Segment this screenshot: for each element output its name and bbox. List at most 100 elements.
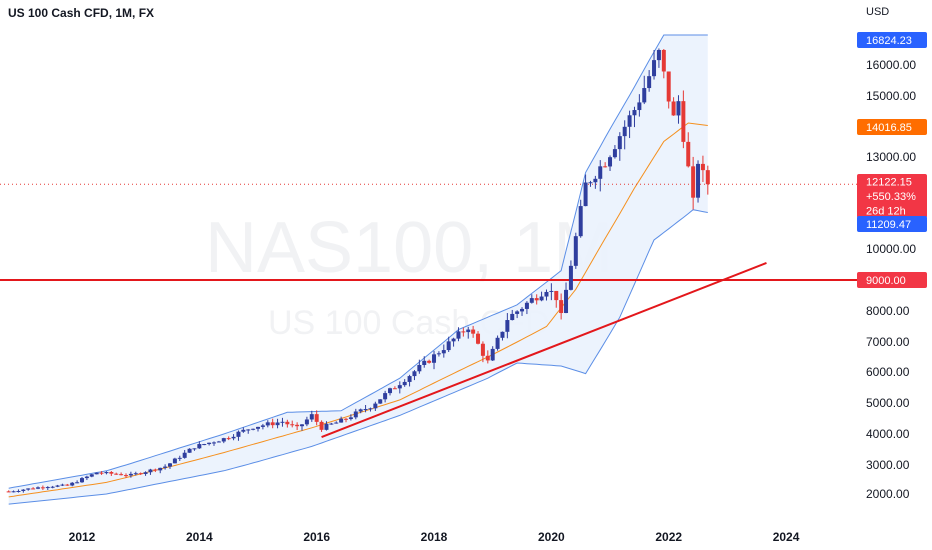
x-tick-label: 2012	[69, 530, 96, 544]
candle-body	[128, 473, 133, 476]
candle	[407, 374, 412, 387]
candle	[182, 449, 187, 459]
candle	[427, 359, 432, 364]
candle-body	[427, 360, 432, 363]
candle	[285, 419, 290, 428]
candle-body	[446, 341, 451, 351]
candle-body	[329, 423, 334, 425]
candle	[344, 418, 349, 423]
candle-body	[461, 331, 466, 333]
candle	[696, 160, 701, 203]
candle	[617, 132, 622, 161]
candle	[661, 48, 666, 79]
candle-body	[158, 467, 163, 471]
candle	[251, 428, 256, 431]
basis-badge: 14016.85	[857, 119, 927, 135]
candle-body	[26, 488, 31, 490]
candle-body	[573, 236, 578, 266]
candle-body	[500, 331, 505, 338]
candle	[500, 331, 505, 341]
candle-body	[549, 290, 554, 292]
y-tick-label: 16000.00	[866, 58, 916, 72]
candle-body	[612, 149, 617, 158]
candle	[539, 291, 544, 302]
candle	[392, 386, 397, 390]
candle-body	[348, 417, 353, 420]
candle-body	[172, 458, 177, 464]
candle	[705, 165, 710, 195]
candle	[26, 488, 31, 491]
candle-body	[515, 311, 520, 314]
candle	[202, 443, 207, 446]
candle-body	[676, 101, 681, 116]
candle	[192, 448, 197, 451]
candle-body	[11, 491, 16, 493]
candle-body	[50, 486, 55, 488]
candle-body	[256, 426, 261, 429]
candle	[485, 350, 490, 364]
candle	[495, 335, 500, 351]
candle	[55, 484, 60, 488]
candle-body	[544, 291, 549, 297]
candle-body	[564, 289, 569, 314]
candle-body	[598, 166, 603, 179]
last-price-badge: 12122.15 +550.33% 26d 12h	[857, 174, 927, 218]
candle-body	[510, 313, 515, 321]
candle-body	[637, 102, 642, 111]
x-tick-label: 2016	[303, 530, 330, 544]
candle	[163, 464, 168, 470]
candle	[94, 472, 99, 475]
candle	[119, 472, 124, 476]
candle	[197, 441, 202, 449]
candle-body	[432, 354, 437, 363]
candle-body	[290, 424, 295, 426]
candle-body	[608, 157, 613, 167]
lower-band-badge: 11209.47	[857, 216, 927, 232]
candle	[177, 455, 182, 462]
candle-body	[192, 448, 197, 450]
candle-body	[216, 441, 221, 443]
candle-body	[495, 337, 500, 349]
level-badge: 9000.00	[857, 272, 927, 288]
last-price-badge-text: 26d 12h	[866, 206, 906, 218]
candle-body	[441, 350, 446, 354]
candle	[456, 327, 461, 342]
candle-body	[402, 381, 407, 386]
candle-body	[60, 484, 65, 486]
candle-body	[35, 487, 40, 489]
candle-body	[334, 422, 339, 424]
candle	[6, 490, 11, 493]
candle-body	[436, 353, 441, 355]
lower-band-badge-bg	[857, 216, 927, 232]
candle	[647, 70, 652, 92]
candle	[676, 95, 681, 124]
candle	[172, 457, 177, 464]
candle	[466, 326, 471, 339]
candle-body	[295, 424, 300, 427]
y-tick-label: 5000.00	[866, 396, 910, 410]
candle-body	[246, 429, 251, 431]
candle	[700, 155, 705, 182]
candle	[50, 485, 55, 489]
candle	[573, 232, 578, 269]
candle-body	[456, 331, 461, 339]
candle-body	[696, 163, 701, 198]
candle-body	[661, 49, 666, 72]
candle-body	[656, 49, 661, 61]
candle-body	[6, 491, 11, 493]
candle-body	[270, 422, 275, 426]
candle	[524, 301, 529, 315]
candle	[476, 331, 481, 345]
y-tick-label: 2000.00	[866, 487, 910, 501]
candle-body	[368, 408, 373, 410]
candle-body	[314, 414, 319, 422]
candle-body	[241, 429, 246, 432]
candle-body	[622, 126, 627, 137]
candle	[290, 420, 295, 428]
candle-body	[524, 302, 529, 309]
candle	[109, 470, 114, 476]
candle-body	[686, 141, 691, 167]
lower-band-badge-text: 11209.47	[866, 219, 911, 231]
